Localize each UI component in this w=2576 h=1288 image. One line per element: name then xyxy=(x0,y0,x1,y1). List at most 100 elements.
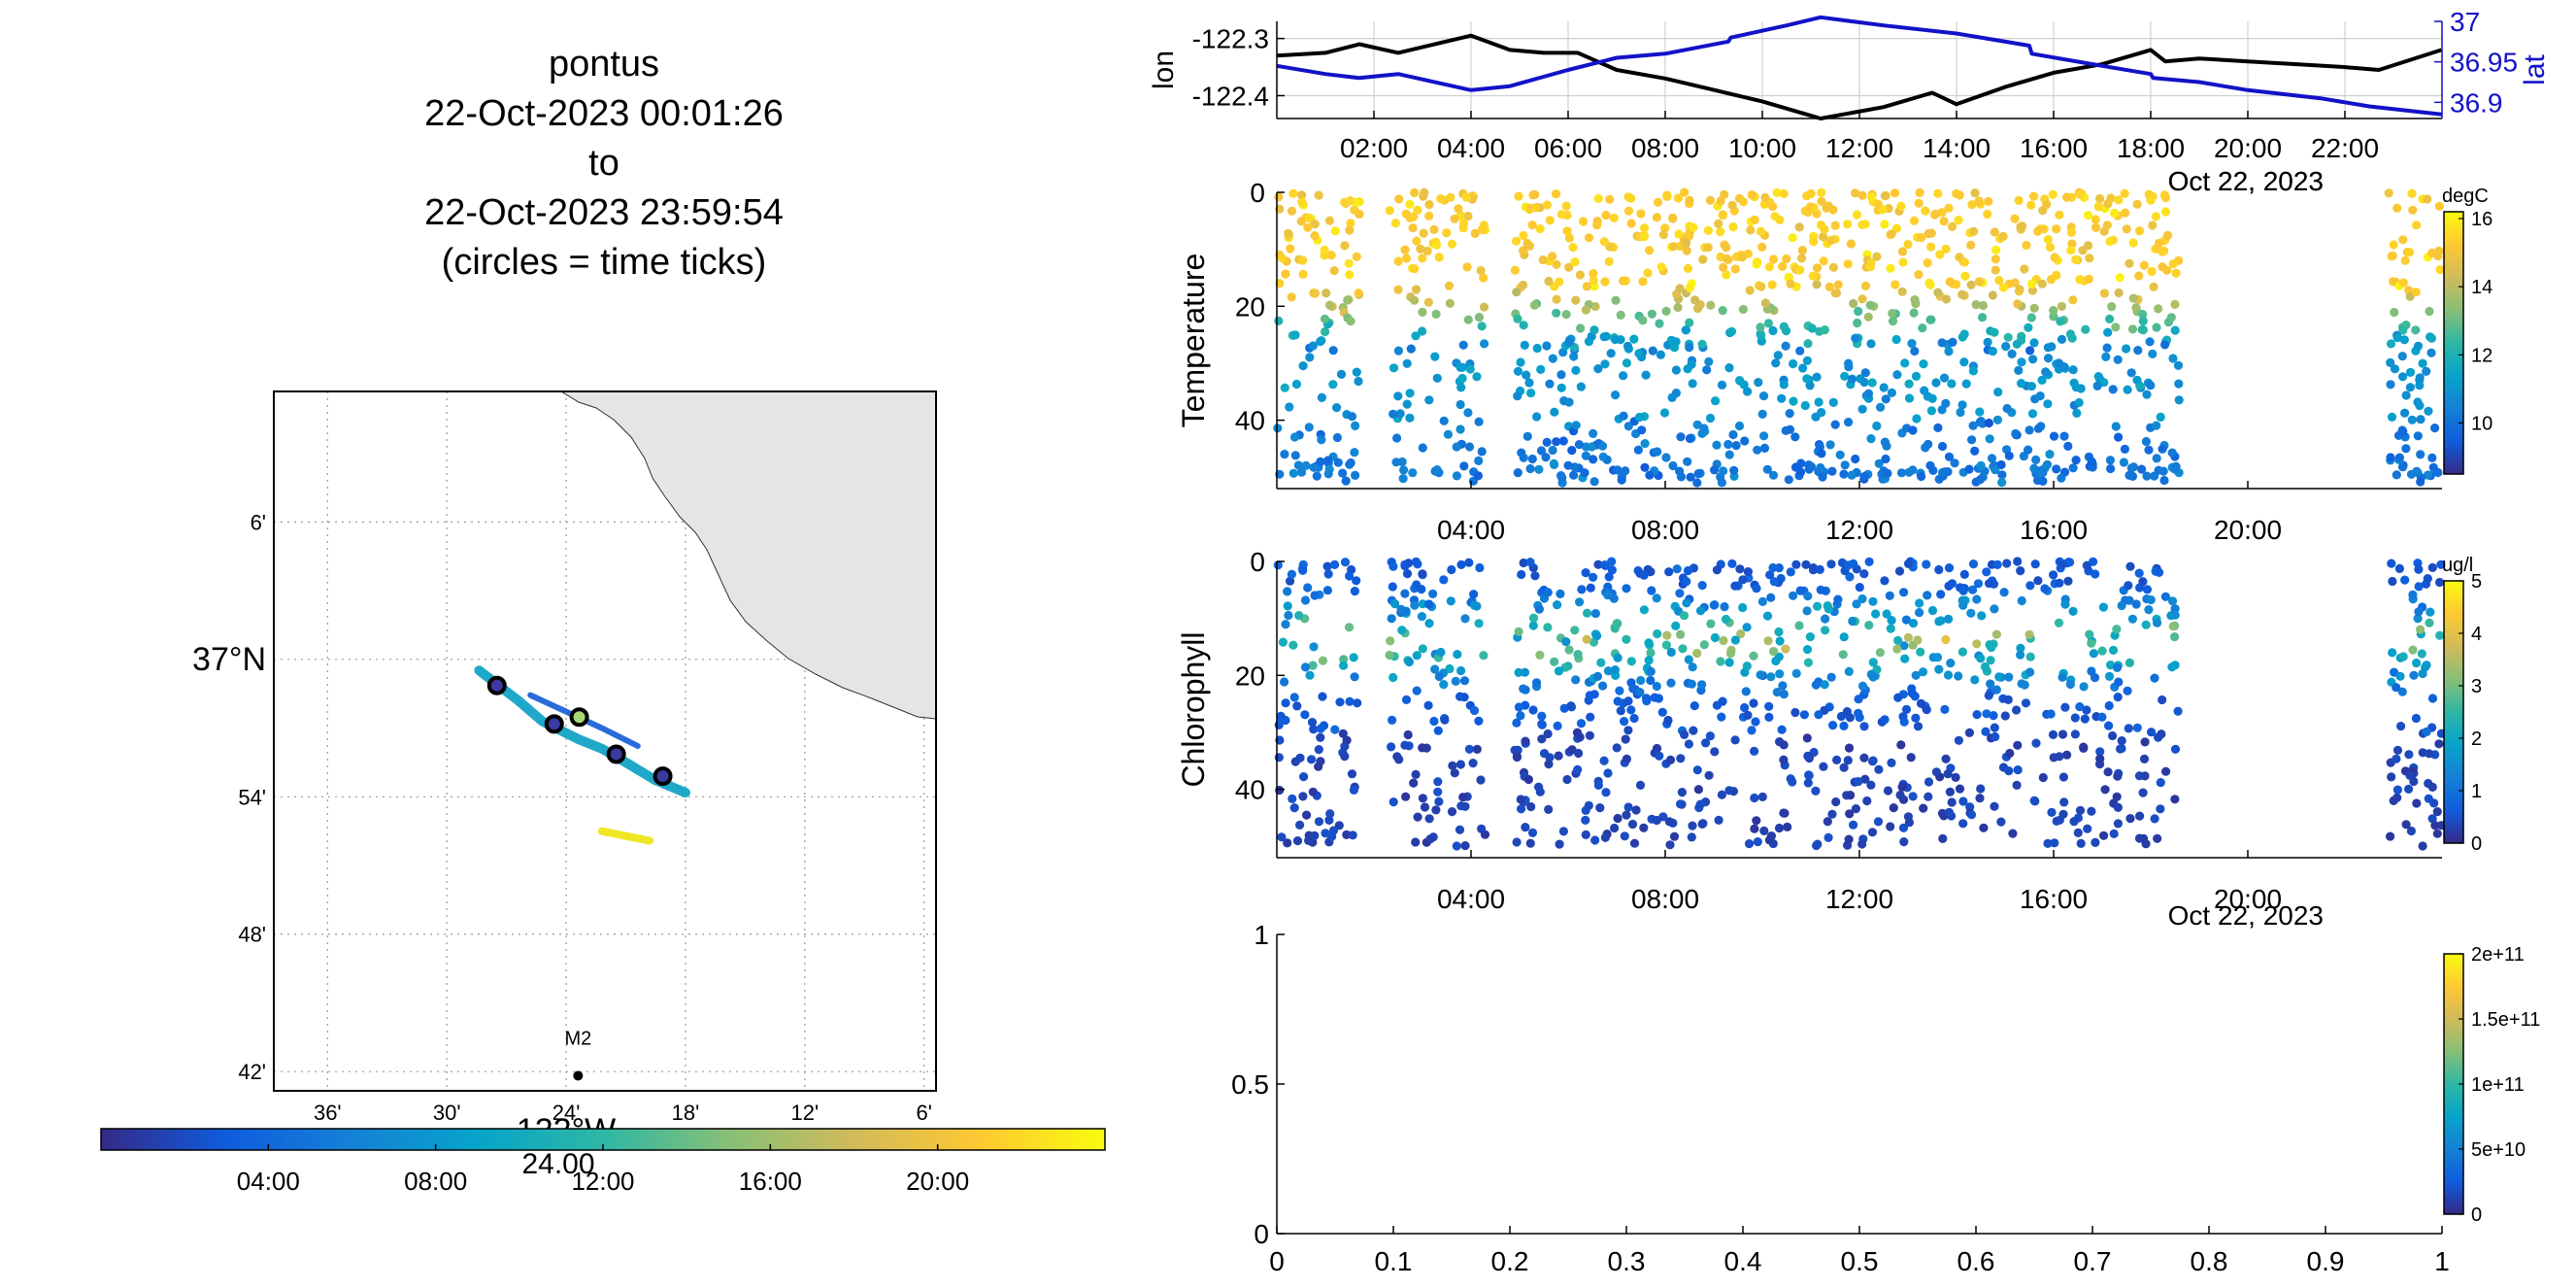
data-point xyxy=(1916,698,1926,708)
data-point xyxy=(1663,715,1673,726)
data-point xyxy=(2099,288,2110,298)
data-point xyxy=(1892,644,1902,654)
data-point xyxy=(2010,214,2020,223)
data-point xyxy=(1859,753,1869,763)
data-point xyxy=(2115,273,2124,283)
data-point xyxy=(1418,644,1427,654)
data-point xyxy=(2103,767,2113,777)
x-tick-label: 20:00 xyxy=(2214,133,2282,163)
data-point xyxy=(2114,288,2124,298)
data-point xyxy=(1863,312,1873,322)
data-point xyxy=(1718,211,1727,220)
data-point xyxy=(2141,436,2151,447)
data-point xyxy=(1430,664,1440,674)
data-point xyxy=(1760,298,1770,308)
x-tick-label: 20:00 xyxy=(2214,884,2282,914)
data-point xyxy=(2042,459,2053,469)
data-point xyxy=(2398,372,2408,382)
data-point xyxy=(1570,626,1580,635)
data-point xyxy=(1569,470,1579,480)
data-point xyxy=(2433,251,2443,261)
data-point xyxy=(2408,590,2418,600)
data-point xyxy=(1543,623,1553,632)
data-point xyxy=(1314,745,1323,755)
data-point xyxy=(1705,195,1715,205)
data-point xyxy=(2070,729,2080,739)
data-point xyxy=(1298,565,1308,575)
data-point xyxy=(1983,209,1992,220)
data-point xyxy=(1351,470,1360,480)
data-point xyxy=(2388,576,2397,587)
data-point xyxy=(2426,333,2436,343)
data-point xyxy=(2004,766,2014,776)
data-point xyxy=(1970,446,1980,456)
data-point xyxy=(1664,567,1674,577)
data-point xyxy=(2170,604,2180,614)
data-point xyxy=(2070,713,2080,723)
data-point xyxy=(1316,724,1325,733)
data-point xyxy=(1474,417,1484,426)
data-point xyxy=(2386,380,2395,390)
data-point xyxy=(2123,686,2132,695)
data-point xyxy=(2430,424,2440,433)
data-point xyxy=(1786,279,1795,288)
data-point xyxy=(1676,799,1686,809)
data-point xyxy=(1526,389,1536,398)
data-point xyxy=(2111,322,2121,332)
data-point xyxy=(1676,432,1686,442)
data-point xyxy=(1622,584,1631,593)
data-point xyxy=(2113,802,2123,813)
data-point xyxy=(2168,622,2178,631)
data-point xyxy=(1665,840,1675,850)
time-tick-circle xyxy=(569,707,589,728)
x-tick-label: 0 xyxy=(1269,1246,1285,1276)
data-point xyxy=(2135,811,2145,821)
data-point xyxy=(1957,332,1967,342)
data-point xyxy=(2112,625,2122,634)
data-point xyxy=(1645,470,1655,480)
data-point xyxy=(2012,339,2022,349)
data-point xyxy=(1802,733,1812,743)
data-point xyxy=(1936,590,1946,599)
data-point xyxy=(1717,712,1726,722)
data-point xyxy=(1601,210,1611,220)
data-point xyxy=(1888,309,1897,319)
data-point xyxy=(2406,826,2416,836)
data-point xyxy=(1629,713,1639,724)
data-point xyxy=(1680,187,1689,197)
data-point xyxy=(1277,254,1287,263)
time-tick-circle xyxy=(544,714,564,734)
data-point xyxy=(1968,559,1979,569)
data-point xyxy=(2142,471,2152,481)
data-point xyxy=(1398,474,1408,484)
data-point xyxy=(1512,288,1522,297)
data-point xyxy=(2080,714,2090,724)
x-tick-label: 0.2 xyxy=(1491,1246,1529,1276)
time-tick-circle xyxy=(606,744,626,764)
data-point xyxy=(1903,559,1914,569)
data-point xyxy=(2052,464,2061,474)
data-point xyxy=(1603,666,1613,676)
data-point xyxy=(1946,659,1956,668)
data-point xyxy=(1826,559,1836,569)
data-point xyxy=(1589,325,1599,335)
data-point xyxy=(1424,211,1434,220)
data-point xyxy=(2102,220,2112,230)
data-point xyxy=(2024,425,2034,435)
data-point xyxy=(1918,667,1928,677)
data-point xyxy=(1587,442,1596,452)
data-point xyxy=(2103,327,2113,337)
data-point xyxy=(2427,782,2437,793)
data-point xyxy=(2043,234,2053,245)
data-point xyxy=(1408,223,1418,233)
data-point xyxy=(1676,754,1686,763)
map-frame xyxy=(273,390,937,1092)
data-point xyxy=(1706,300,1716,310)
data-point xyxy=(1804,464,1814,474)
colorbar-tick-label: 16 xyxy=(2471,209,2492,230)
data-point xyxy=(1740,702,1750,713)
data-point xyxy=(1611,295,1621,305)
data-point xyxy=(1336,369,1347,379)
data-point xyxy=(1759,826,1769,836)
data-point xyxy=(1706,619,1716,628)
